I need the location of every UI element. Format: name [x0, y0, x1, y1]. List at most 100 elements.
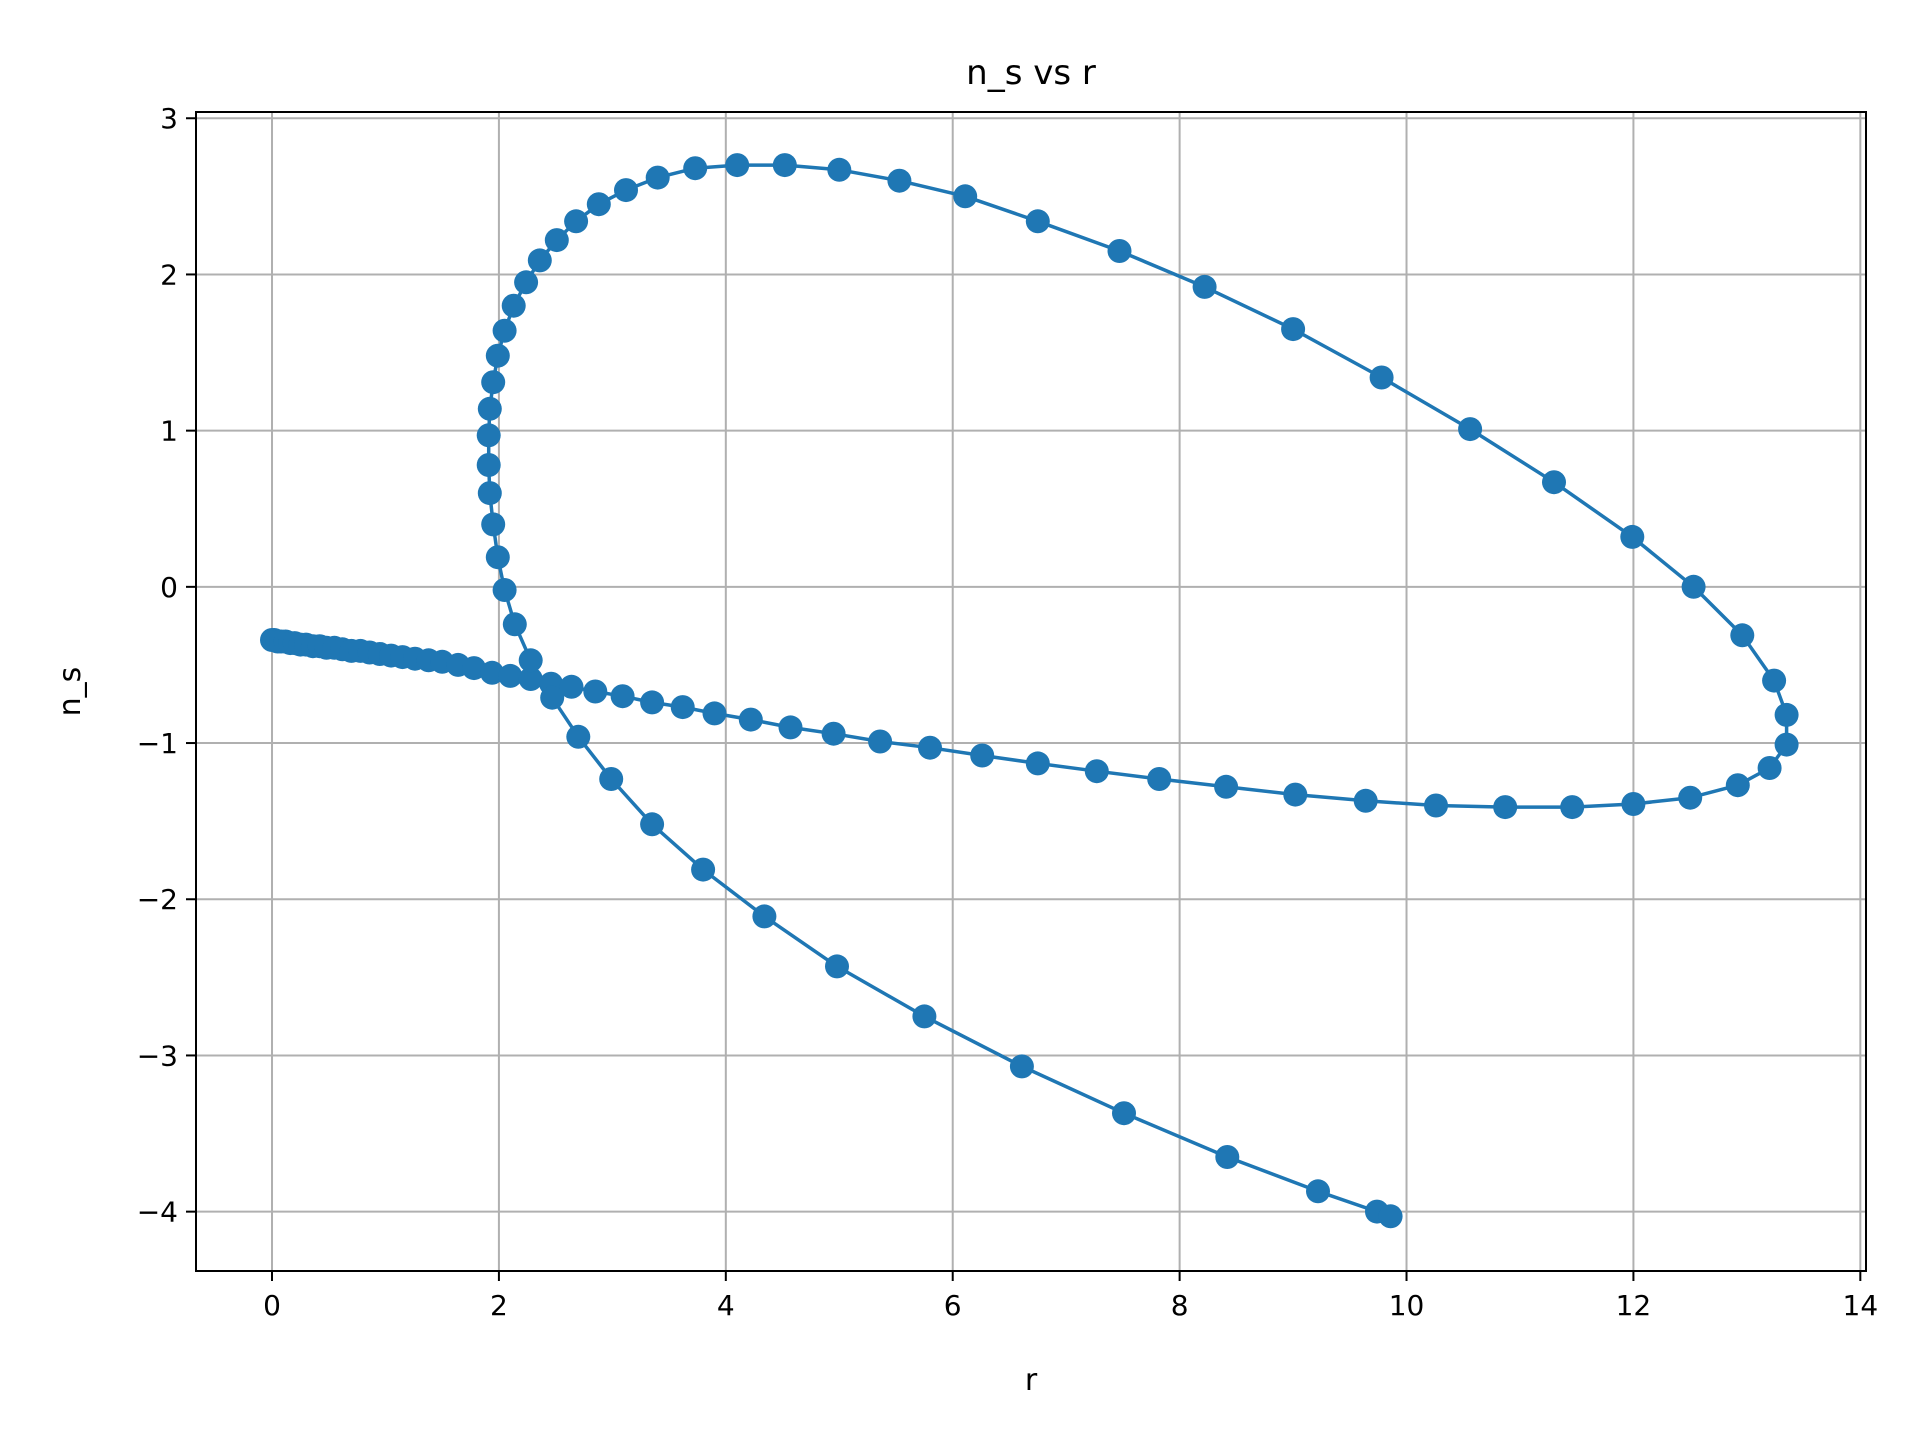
- data-point: [1424, 793, 1448, 818]
- data-point: [1774, 732, 1799, 757]
- data-point: [825, 954, 849, 979]
- data-point: [476, 423, 501, 448]
- data-point: [1678, 785, 1703, 810]
- data-point: [614, 178, 638, 203]
- data-point: [702, 701, 727, 726]
- data-point: [564, 209, 589, 234]
- data-point: [1025, 209, 1050, 234]
- data-point: [1215, 1145, 1240, 1169]
- data-point: [492, 578, 517, 602]
- data-point: [640, 690, 665, 715]
- data-point: [1112, 1101, 1136, 1126]
- data-point: [1542, 470, 1566, 495]
- y-tick-label: −3: [137, 1039, 178, 1072]
- data-point: [1681, 574, 1706, 599]
- data-point: [1147, 767, 1172, 791]
- data-point: [738, 707, 763, 732]
- data-point: [501, 293, 526, 318]
- data-point: [1192, 274, 1217, 299]
- data-point: [640, 812, 665, 837]
- data-point: [645, 165, 670, 190]
- y-tick-label: −1: [137, 727, 178, 760]
- x-tick-label: 14: [1843, 1289, 1879, 1322]
- y-tick-label: −4: [137, 1196, 178, 1229]
- data-point: [1107, 239, 1132, 263]
- data-point: [481, 370, 506, 395]
- data-point: [481, 512, 506, 537]
- data-point: [1281, 317, 1306, 342]
- data-point: [970, 743, 995, 768]
- data-point: [1762, 668, 1787, 693]
- data-point: [1620, 524, 1645, 549]
- data-point: [477, 396, 502, 421]
- data-point: [527, 248, 552, 273]
- data-point: [827, 157, 852, 182]
- y-axis-ticks: −4 −3 −2 −1 0 1 2 3: [137, 102, 196, 1229]
- data-point: [544, 228, 569, 253]
- data-point: [502, 612, 527, 637]
- data-point: [953, 184, 978, 209]
- data-point: [477, 481, 502, 506]
- x-tick-label: 10: [1389, 1289, 1425, 1322]
- y-tick-label: −2: [137, 883, 178, 916]
- y-tick-label: 2: [160, 258, 178, 291]
- data-point: [683, 156, 708, 181]
- data-point: [1306, 1179, 1330, 1204]
- data-point: [492, 318, 517, 343]
- x-tick-label: 8: [1171, 1289, 1189, 1322]
- grid: [196, 112, 1866, 1271]
- x-tick-label: 0: [263, 1289, 281, 1322]
- data-point: [518, 667, 543, 691]
- plot-frame: [195, 111, 1867, 1272]
- data-point: [476, 453, 501, 477]
- x-tick-label: 12: [1616, 1289, 1652, 1322]
- data-point: [918, 735, 942, 760]
- x-tick-label: 2: [490, 1289, 508, 1322]
- data-point: [670, 695, 695, 720]
- y-tick-label: 3: [160, 102, 178, 135]
- data-point: [1378, 1204, 1403, 1229]
- data-point: [599, 767, 624, 791]
- data-point: [868, 729, 893, 754]
- data-point: [559, 674, 584, 699]
- data-point: [772, 153, 797, 178]
- data-point: [1730, 623, 1755, 648]
- data-point: [752, 904, 777, 929]
- data-point: [1774, 702, 1799, 727]
- data-point: [485, 545, 510, 570]
- data-point: [1621, 792, 1646, 816]
- data-point: [1214, 774, 1239, 799]
- data-point: [610, 684, 635, 709]
- data-point: [518, 648, 543, 673]
- data-point: [1725, 773, 1750, 798]
- data-point: [1493, 795, 1518, 820]
- data-point: [583, 679, 608, 704]
- y-tick-label: 0: [160, 571, 178, 604]
- data-point: [586, 192, 611, 217]
- data-point: [462, 656, 486, 681]
- data-series: [260, 153, 1799, 1229]
- data-point: [540, 685, 565, 710]
- data-point: [887, 168, 912, 193]
- x-tick-label: 4: [717, 1289, 735, 1322]
- data-point: [514, 270, 539, 295]
- data-point: [778, 715, 803, 740]
- data-point: [485, 343, 510, 368]
- data-point: [1025, 751, 1050, 776]
- data-point: [1353, 788, 1378, 813]
- data-point: [725, 153, 750, 178]
- data-point: [1009, 1054, 1034, 1079]
- data-point: [498, 663, 523, 688]
- data-point: [1757, 756, 1782, 780]
- data-point: [691, 857, 716, 882]
- chart-title: n_s vs r: [966, 53, 1096, 93]
- data-point: [1458, 417, 1483, 442]
- data-point: [821, 721, 846, 746]
- data-point: [1084, 759, 1109, 784]
- x-axis-label: r: [1025, 1363, 1038, 1398]
- data-point: [912, 1004, 937, 1029]
- data-point: [1560, 795, 1585, 820]
- y-axis-label: n_s: [53, 667, 88, 717]
